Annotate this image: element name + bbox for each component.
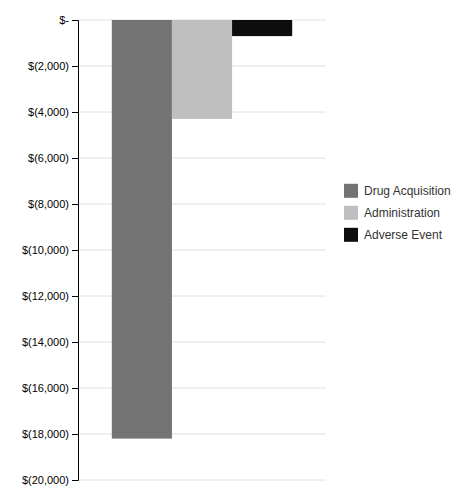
y-tick-mark [72, 250, 78, 251]
legend-swatch [344, 206, 358, 220]
y-tick: $(10,000) [22, 244, 78, 256]
y-tick-mark [72, 388, 78, 389]
y-tick-label: $(6,000) [28, 152, 69, 164]
legend-label: Adverse Event [364, 228, 443, 242]
y-tick: $- [59, 14, 78, 26]
y-tick-mark [72, 112, 78, 113]
legend-item: Drug Acquisition [344, 184, 451, 198]
legend-item: Administration [344, 206, 440, 220]
y-tick-label: $(20,000) [22, 474, 69, 486]
y-tick: $(12,000) [22, 290, 78, 302]
y-tick-mark [72, 204, 78, 205]
y-tick: $(18,000) [22, 428, 78, 440]
legend-label: Drug Acquisition [364, 184, 451, 198]
y-tick-label: $(18,000) [22, 428, 69, 440]
y-tick-mark [72, 158, 78, 159]
legend-item: Adverse Event [344, 228, 443, 242]
y-tick-mark [72, 480, 78, 481]
y-tick-mark [72, 66, 78, 67]
y-tick-label: $- [59, 14, 69, 26]
y-axis-line [72, 21, 79, 481]
bars [112, 20, 292, 439]
y-tick-label: $(12,000) [22, 290, 69, 302]
y-tick: $(4,000) [28, 106, 78, 118]
legend-label: Administration [364, 206, 440, 220]
y-tick: $(20,000) [22, 474, 78, 486]
bar [232, 20, 292, 36]
y-tick-label: $(8,000) [28, 198, 69, 210]
y-tick: $(16,000) [22, 382, 78, 394]
grid [78, 20, 326, 480]
legend-swatch [344, 228, 358, 242]
y-tick-label: $(4,000) [28, 106, 69, 118]
plot: $- $(2,000) $(4,000) $(6,000) $(8,000) $(10,0… [22, 14, 451, 486]
y-tick: $(8,000) [28, 198, 78, 210]
legend-swatch [344, 184, 358, 198]
bar [112, 20, 172, 439]
y-tick-label: $(14,000) [22, 336, 69, 348]
y-tick-mark [72, 296, 78, 297]
y-tick-label: $(10,000) [22, 244, 69, 256]
y-tick-mark [72, 434, 78, 435]
y-tick-mark [72, 20, 78, 21]
y-tick-mark [72, 342, 78, 343]
bar [172, 20, 232, 119]
y-tick-label: $(2,000) [28, 60, 69, 72]
y-axis: $- $(2,000) $(4,000) $(6,000) $(8,000) $(10,0… [22, 14, 79, 486]
y-tick-label: $(16,000) [22, 382, 69, 394]
legend: Drug Acquisition Administration Adverse Ev… [344, 184, 451, 242]
y-tick: $(14,000) [22, 336, 78, 348]
chart: $- $(2,000) $(4,000) $(6,000) $(8,000) $(10,0… [0, 0, 471, 500]
y-tick: $(6,000) [28, 152, 78, 164]
y-tick: $(2,000) [28, 60, 78, 72]
grid-line [78, 480, 326, 481]
